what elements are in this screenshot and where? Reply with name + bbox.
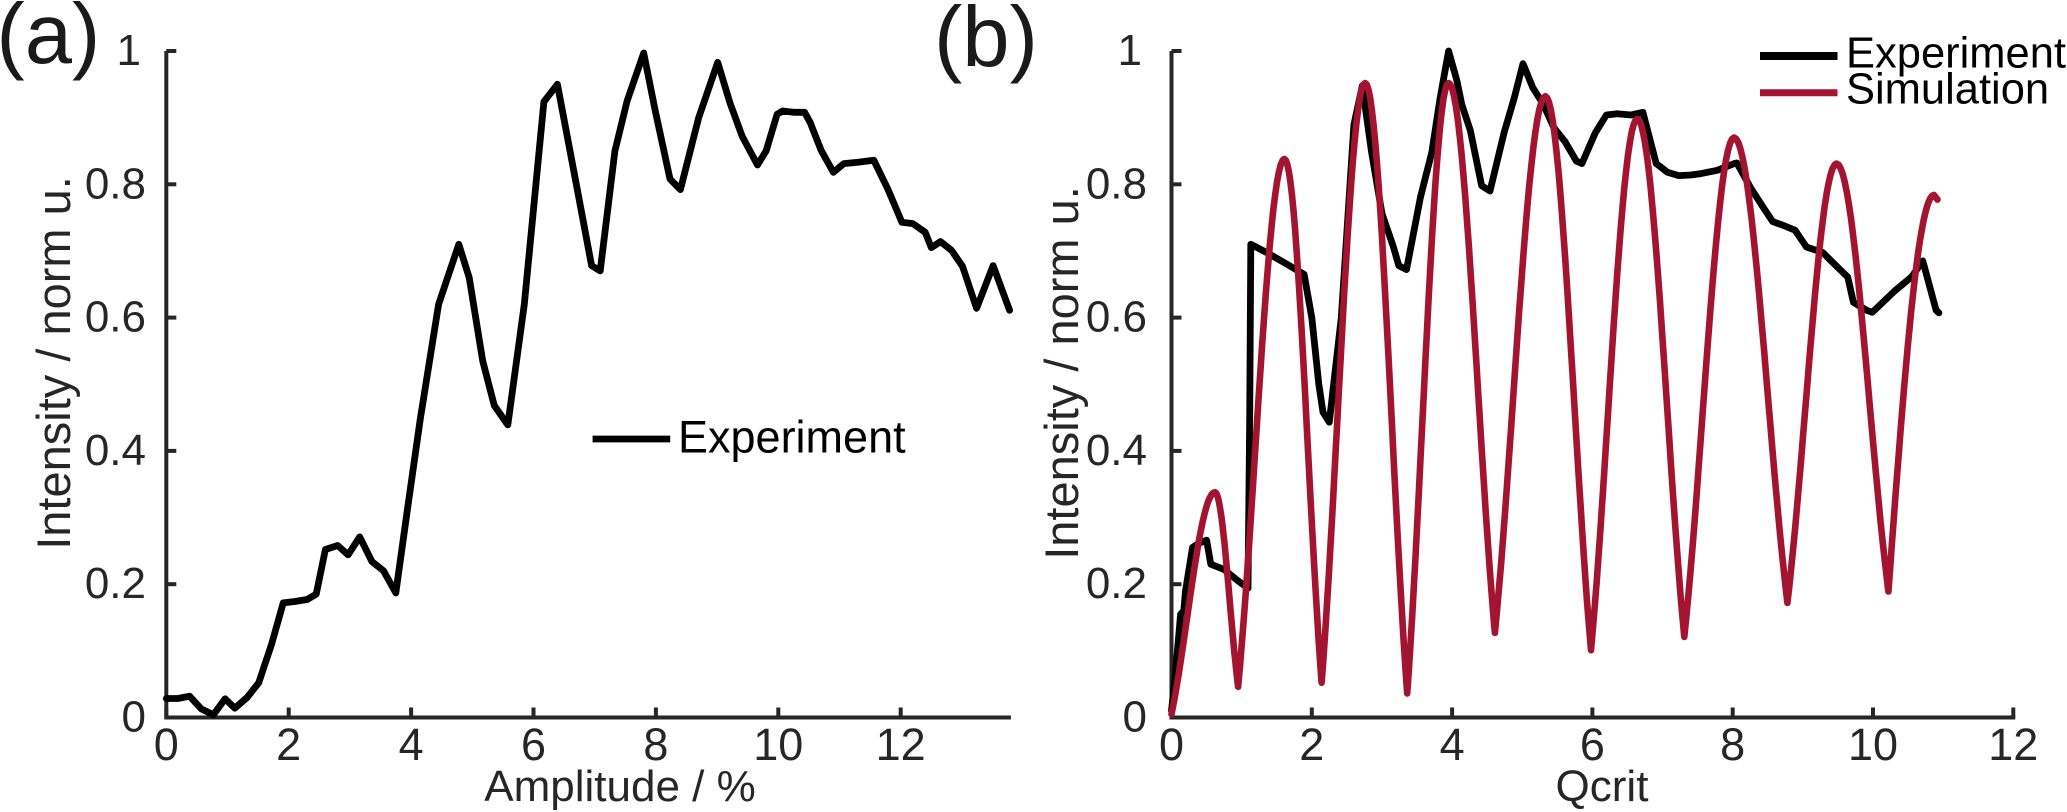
svg-text:0.2: 0.2 bbox=[1086, 559, 1147, 608]
svg-text:4: 4 bbox=[1440, 719, 1465, 770]
svg-text:10: 10 bbox=[1848, 719, 1898, 770]
svg-text:12: 12 bbox=[876, 719, 926, 770]
svg-text:1: 1 bbox=[1118, 26, 1142, 75]
svg-text:12: 12 bbox=[1988, 719, 2038, 770]
svg-text:4: 4 bbox=[399, 719, 424, 770]
svg-text:6: 6 bbox=[1580, 719, 1605, 770]
svg-text:Experiment: Experiment bbox=[678, 412, 906, 463]
svg-text:0.6: 0.6 bbox=[85, 293, 146, 342]
svg-text:Amplitude / %: Amplitude / % bbox=[484, 762, 755, 811]
svg-text:0.8: 0.8 bbox=[85, 159, 146, 208]
svg-text:0: 0 bbox=[154, 719, 179, 770]
svg-text:Intensity / norm u.: Intensity / norm u. bbox=[27, 176, 80, 550]
svg-text:Intensity / norm u.: Intensity / norm u. bbox=[1035, 186, 1088, 560]
svg-text:0.2: 0.2 bbox=[85, 559, 146, 608]
svg-text:0.8: 0.8 bbox=[1086, 159, 1147, 208]
svg-text:8: 8 bbox=[643, 719, 668, 770]
svg-text:0.4: 0.4 bbox=[1086, 426, 1147, 475]
svg-text:0.6: 0.6 bbox=[1086, 293, 1147, 342]
svg-text:Experiment: Experiment bbox=[1846, 30, 2066, 78]
svg-text:(a): (a) bbox=[0, 0, 100, 82]
svg-text:(b): (b) bbox=[934, 0, 1038, 85]
svg-text:0: 0 bbox=[1123, 693, 1147, 742]
svg-text:0: 0 bbox=[122, 693, 146, 742]
svg-text:10: 10 bbox=[753, 719, 803, 770]
svg-text:6: 6 bbox=[521, 719, 546, 770]
svg-text:Simulation: Simulation bbox=[1846, 66, 2049, 114]
svg-text:0.4: 0.4 bbox=[85, 426, 146, 475]
svg-text:2: 2 bbox=[276, 719, 301, 770]
svg-text:8: 8 bbox=[1720, 719, 1745, 770]
svg-text:2: 2 bbox=[1299, 719, 1324, 770]
svg-text:1: 1 bbox=[117, 26, 141, 75]
svg-text:0: 0 bbox=[1159, 719, 1184, 770]
svg-text:Qcrit: Qcrit bbox=[1556, 762, 1649, 811]
